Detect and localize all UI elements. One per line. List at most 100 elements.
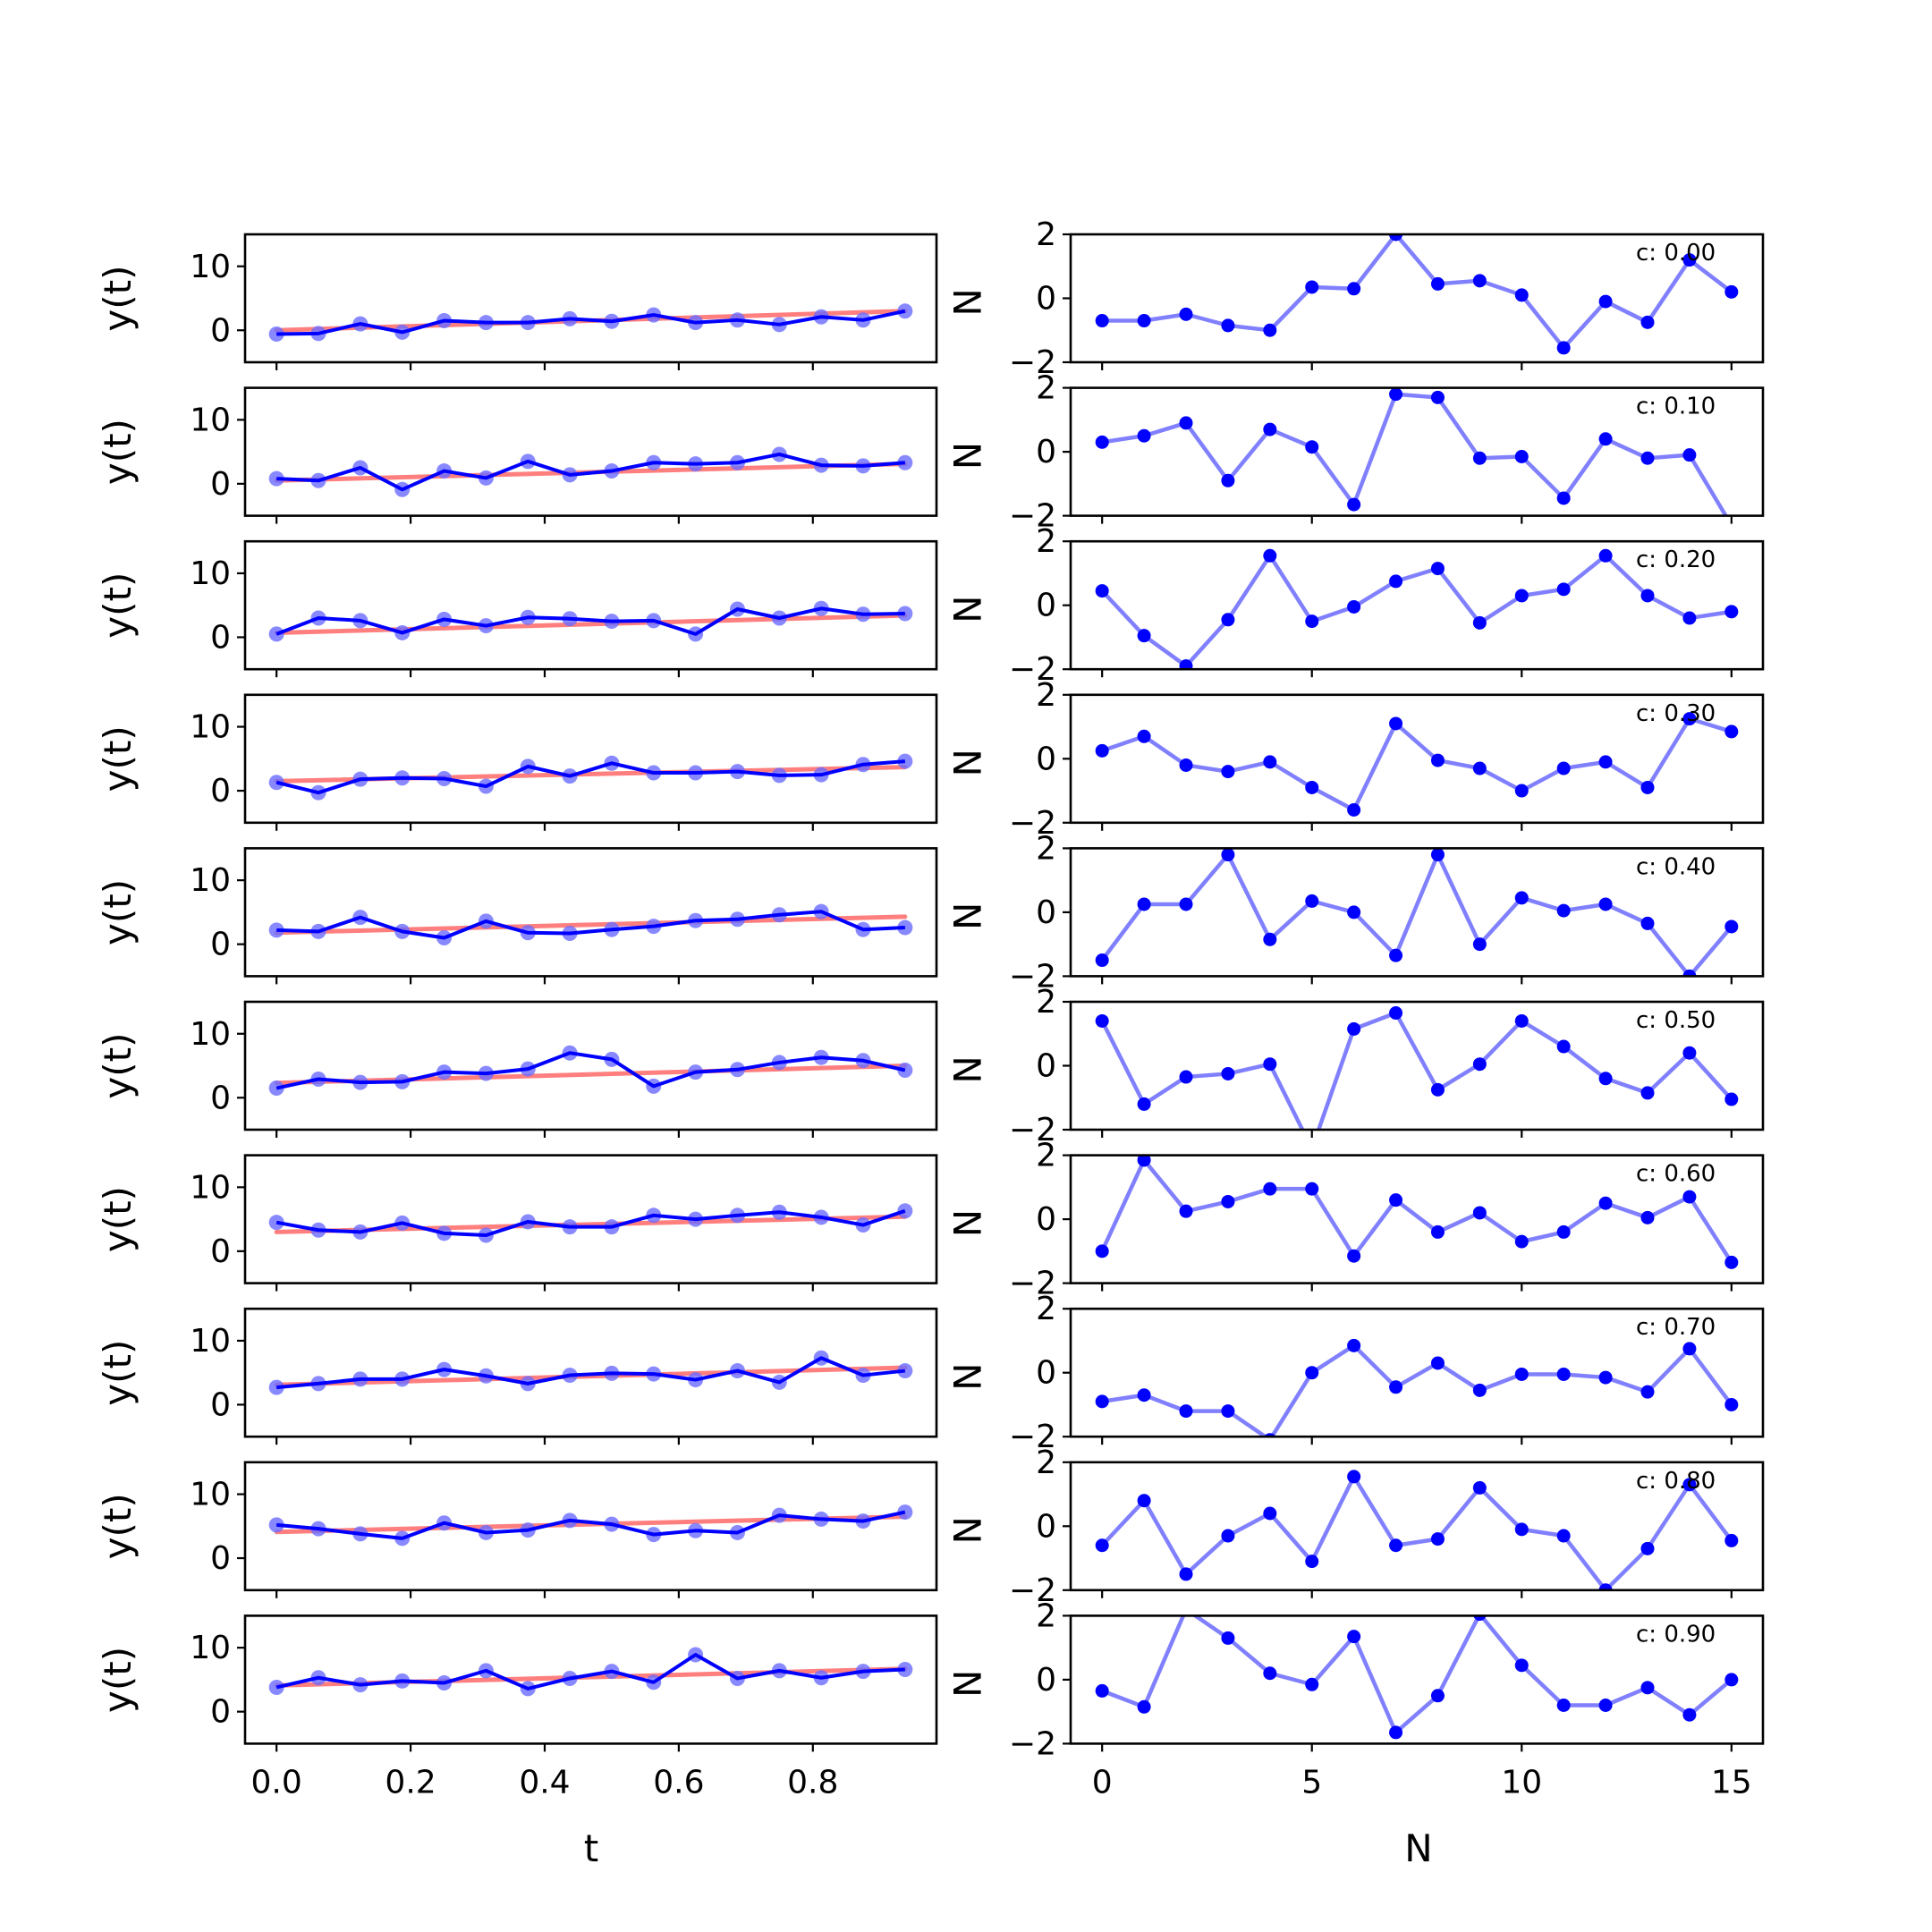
series-point: [1095, 584, 1109, 598]
series-point: [1682, 1707, 1697, 1722]
right-plot-area: [1095, 234, 1739, 355]
series-point: [1221, 1066, 1235, 1080]
left-panel: N 0 10 y(t): [96, 693, 988, 831]
series-point: [1095, 314, 1109, 328]
data-line: [276, 309, 906, 336]
left-right-axis-label: N: [945, 749, 988, 776]
right-plot-area: [1095, 1470, 1739, 1590]
left-axes-frame: [243, 1154, 938, 1284]
c-value-label: c: 0.30: [1636, 700, 1716, 727]
right-plot-area: [1095, 712, 1739, 817]
series-point: [1724, 284, 1739, 299]
series-point: [1095, 435, 1109, 449]
series-point: [1305, 1182, 1319, 1196]
series-point: [1305, 1555, 1319, 1569]
y-tick-label: 2: [1036, 1291, 1056, 1327]
left-plot-area: [268, 753, 913, 801]
series-point: [1305, 440, 1319, 454]
series-point: [1682, 448, 1697, 462]
series-point: [1095, 1394, 1109, 1409]
y-tick-label: −2: [1009, 344, 1056, 381]
series-point: [1263, 755, 1277, 769]
data-line: [275, 1510, 906, 1540]
series-point: [1472, 937, 1487, 952]
series-point: [1640, 1681, 1655, 1695]
series-line: [1100, 1157, 1733, 1264]
y-tick-label: 0: [210, 619, 231, 656]
series-point: [1472, 451, 1487, 465]
y-tick-label: 10: [190, 709, 231, 746]
left-axes-frame: [243, 693, 938, 825]
left-right-axis-label: N: [945, 1516, 988, 1544]
series-line: [1101, 716, 1733, 812]
fit-line: [274, 1514, 908, 1535]
y-tick-label: 0: [1036, 894, 1056, 931]
left-right-axis-label: N: [945, 1055, 988, 1083]
series-point: [1598, 1370, 1613, 1385]
right-panel: c: 0.30 −2 0 2: [1009, 677, 1765, 842]
c-value-label: c: 0.20: [1636, 547, 1716, 573]
series-point: [1682, 1342, 1697, 1356]
series-point: [1095, 953, 1109, 968]
c-value-label: c: 0.60: [1636, 1161, 1716, 1188]
right-panel: c: 0.00 −2 0 2: [1009, 216, 1765, 381]
y-tick-label: 0: [210, 312, 231, 349]
data-line: [275, 1051, 906, 1090]
y-tick-label: −2: [1009, 651, 1056, 688]
series-point: [1305, 1366, 1319, 1380]
series-point: [1472, 274, 1487, 288]
y-axis-label: y(t): [96, 1340, 140, 1406]
series-point: [1430, 1356, 1445, 1370]
y-tick-label: 10: [190, 249, 231, 285]
left-panel: N 0 10 y(t): [96, 386, 988, 524]
data-line: [276, 910, 905, 940]
left-axes-frame: [243, 539, 938, 671]
y-axis-label: y(t): [96, 265, 140, 331]
left-panel: N 0 10 y(t): [96, 1307, 988, 1445]
y-axis-label: y(t): [96, 572, 140, 639]
series-point: [1598, 432, 1613, 446]
y-tick-label: 2: [1036, 523, 1056, 560]
series-point: [1095, 1683, 1109, 1698]
left-plot-area: [268, 303, 913, 343]
series-point: [1472, 1206, 1487, 1220]
series-point: [1389, 574, 1403, 589]
left-right-axis-label: N: [945, 442, 988, 470]
series-point: [1263, 323, 1277, 337]
series-point: [1389, 1193, 1403, 1208]
y-tick-label: 10: [190, 1630, 231, 1666]
right-plot-area: [1095, 1006, 1739, 1130]
series-point: [1095, 1538, 1109, 1553]
y-axis-label: y(t): [96, 1647, 140, 1713]
series-point: [1556, 1367, 1571, 1381]
series-point: [1514, 1658, 1529, 1673]
left-plot-area: [268, 1647, 913, 1697]
c-value-label: c: 0.90: [1636, 1621, 1716, 1648]
series-point: [1179, 416, 1193, 430]
right-plot-area: [1095, 1338, 1739, 1437]
right-panel: c: 0.20 −2 0 2: [1009, 523, 1765, 688]
series-point: [1137, 1699, 1151, 1714]
y-tick-label: 10: [190, 1169, 231, 1206]
y-tick-label: 0: [1036, 588, 1056, 624]
series-point: [1095, 743, 1109, 758]
data-line: [275, 1653, 905, 1690]
series-point: [1221, 1404, 1235, 1419]
x-tick-label: 5: [1301, 1764, 1322, 1801]
series-point: [1556, 491, 1571, 505]
series-point: [1473, 1615, 1487, 1622]
x-tick-label: 0.8: [787, 1764, 838, 1801]
series-point: [1137, 1155, 1151, 1167]
series-point: [1430, 753, 1445, 767]
series-point: [1305, 1677, 1319, 1691]
series-point: [1472, 761, 1487, 775]
left-axes-frame: [243, 233, 938, 364]
left-axes-frame: [243, 1307, 938, 1438]
series-point: [1514, 784, 1529, 798]
left-panel: N 0 10 y(t): [96, 1154, 988, 1292]
y-tick-label: −2: [1009, 1266, 1056, 1302]
series-point: [1514, 891, 1529, 905]
c-value-label: c: 0.70: [1636, 1314, 1716, 1341]
series-point: [1389, 1006, 1403, 1021]
right-panel: c: 0.10 −2 0 2: [1009, 370, 1765, 535]
